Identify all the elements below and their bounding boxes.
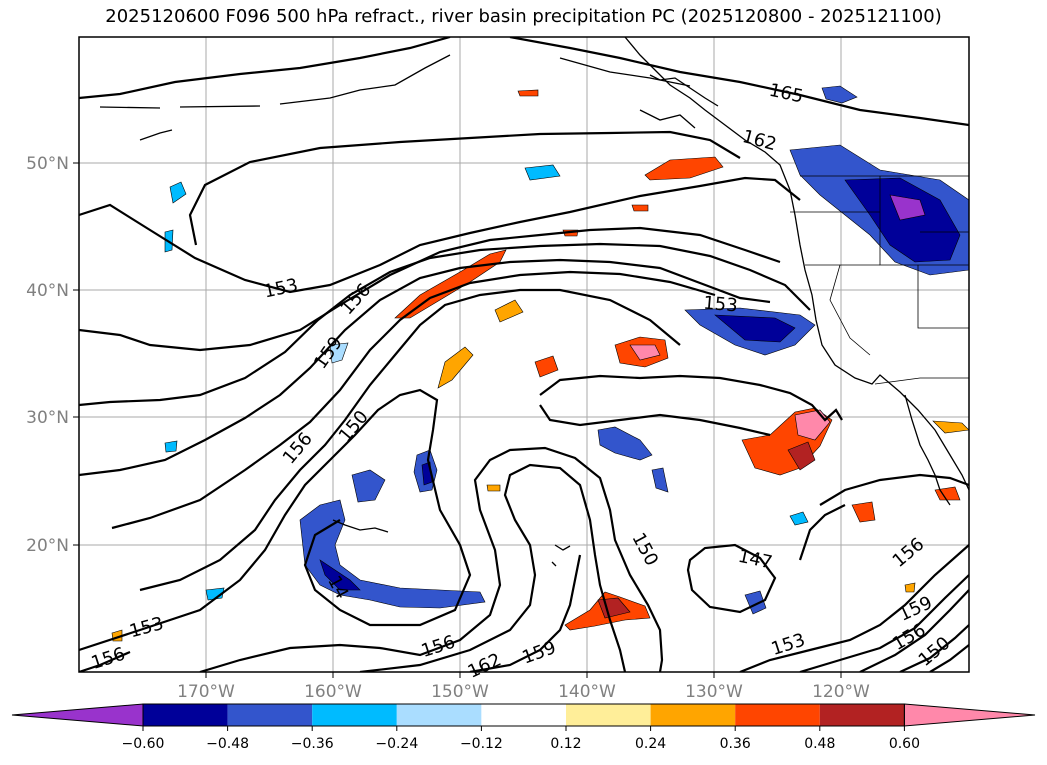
map-area: [79, 37, 969, 672]
colorbar-extend-max: [903, 703, 1036, 727]
colorbar-tick-label: −0.60: [122, 736, 165, 752]
colorbar-outline: [142, 703, 905, 727]
colorbar-tick-label: −0.24: [375, 736, 418, 752]
lon-tick-label: 150°W: [431, 682, 489, 702]
lon-tick-label: 120°W: [812, 682, 870, 702]
negative-precip-patches: [164, 85, 969, 615]
coastlines: [99, 37, 969, 567]
colorbar-tick-label: 0.12: [550, 736, 581, 752]
colorbar-swatch: [819, 704, 905, 726]
colorbar: −0.60 −0.48 −0.36 −0.24 −0.12 0.12 0.24 0.36 0.4…: [11, 703, 1036, 752]
positive-precip-patches: [111, 89, 969, 642]
colorbar-swatch: [143, 704, 228, 726]
colorbar-swatch: [312, 704, 397, 726]
colorbar-swatch: [735, 704, 820, 726]
colorbar-swatch: [227, 704, 313, 726]
lat-tick-label: 20°N: [26, 536, 69, 556]
lon-tick-label: 170°W: [177, 682, 235, 702]
colorbar-tick-label: −0.48: [206, 736, 249, 752]
political-borders: [790, 175, 969, 385]
latitude-labels: 50°N 40°N 30°N 20°N: [26, 154, 69, 556]
lat-tick-label: 30°N: [26, 408, 69, 428]
colorbar-swatch: [566, 704, 651, 726]
map-content: [79, 37, 969, 672]
longitude-labels: 170°W 160°W 150°W 140°W 130°W 120°W: [177, 682, 870, 702]
refractivity-contours: [79, 37, 969, 672]
lon-tick-label: 160°W: [304, 682, 362, 702]
colorbar-tick-label: 0.24: [635, 736, 666, 752]
colorbar-swatch: [396, 704, 482, 726]
map-title: 2025120600 F096 500 hPa refract., river …: [105, 6, 942, 27]
lat-tick-label: 50°N: [26, 154, 69, 174]
colorbar-tick-label: −0.36: [291, 736, 334, 752]
map-frame: [78, 36, 970, 673]
lon-tick-label: 130°W: [685, 682, 743, 702]
contour-label: 153: [702, 293, 738, 317]
lon-tick-label: 140°W: [558, 682, 616, 702]
colorbar-extend-min: [11, 703, 144, 727]
axis-ticks: [73, 162, 842, 678]
lat-tick-label: 40°N: [26, 281, 69, 301]
colorbar-swatch: [481, 704, 566, 726]
colorbar-tick-label: 0.48: [804, 736, 835, 752]
colorbar-tick-label: 0.36: [720, 736, 751, 752]
colorbar-tick-label: 0.60: [889, 736, 920, 752]
colorbar-tick-label: −0.12: [460, 736, 503, 752]
colorbar-swatch: [650, 704, 736, 726]
